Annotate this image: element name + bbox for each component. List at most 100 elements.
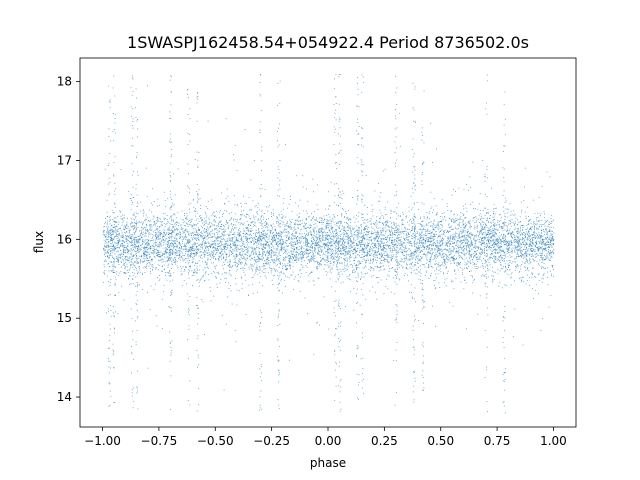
data-point [312, 252, 314, 253]
data-point [132, 244, 134, 246]
data-point [290, 268, 291, 269]
data-point [346, 247, 348, 249]
data-point [112, 343, 114, 345]
data-point [280, 242, 282, 243]
data-point [135, 227, 137, 229]
data-point [277, 317, 279, 319]
data-point [287, 246, 288, 247]
data-point [279, 272, 281, 273]
data-point [179, 243, 181, 245]
data-point [421, 174, 423, 175]
data-point [297, 252, 299, 253]
data-point [140, 210, 141, 212]
data-point [494, 262, 496, 264]
data-point [187, 250, 189, 252]
data-point [137, 316, 139, 317]
data-point [182, 260, 184, 262]
data-point [316, 204, 318, 206]
data-point [435, 245, 436, 247]
data-point [121, 258, 123, 260]
data-point [281, 246, 283, 248]
data-point [258, 218, 260, 220]
data-point [414, 230, 415, 232]
data-point [247, 250, 249, 252]
data-point [390, 213, 392, 214]
data-point [376, 220, 377, 221]
data-point [541, 254, 543, 256]
data-point [139, 234, 141, 236]
data-point [342, 242, 343, 244]
data-point [236, 205, 238, 207]
data-point [264, 239, 266, 241]
data-point [110, 227, 112, 229]
data-point [303, 232, 305, 234]
data-point [218, 273, 220, 275]
data-point [201, 248, 203, 250]
data-point [133, 171, 134, 172]
data-point [490, 253, 492, 255]
data-point [367, 228, 369, 230]
data-point [302, 226, 304, 227]
data-point [521, 264, 523, 266]
data-point [241, 222, 243, 224]
data-point [301, 223, 303, 224]
data-point [154, 251, 156, 253]
data-point [421, 237, 423, 239]
data-point [211, 243, 213, 245]
data-point [202, 261, 204, 263]
data-point [326, 238, 328, 240]
data-point [414, 241, 415, 243]
data-point [241, 215, 242, 217]
data-point [235, 227, 237, 229]
data-point [531, 256, 532, 257]
data-point [369, 246, 371, 248]
data-point [119, 211, 121, 213]
data-point [349, 245, 351, 247]
data-point [157, 231, 159, 233]
data-point [497, 245, 499, 247]
data-point [264, 268, 266, 270]
data-point [421, 287, 423, 289]
data-point [331, 241, 333, 243]
data-point [153, 250, 155, 252]
data-point [285, 275, 286, 277]
data-point [491, 228, 493, 229]
data-point [493, 226, 495, 228]
data-point [513, 239, 515, 241]
data-point [326, 237, 328, 239]
data-point [421, 264, 423, 266]
data-point [312, 247, 314, 248]
data-point [278, 213, 280, 215]
data-point [319, 238, 321, 240]
data-point [522, 233, 524, 235]
data-point [196, 349, 198, 351]
data-point [329, 265, 331, 267]
data-point [302, 210, 304, 212]
data-point [533, 260, 535, 262]
data-point [380, 261, 381, 263]
data-point [290, 241, 291, 243]
data-point [119, 232, 120, 234]
data-point [328, 245, 329, 246]
data-point [345, 232, 347, 234]
data-point [420, 217, 421, 219]
data-point [411, 238, 413, 240]
data-point [325, 271, 327, 272]
data-point [548, 253, 550, 255]
data-point [532, 267, 534, 269]
data-point [347, 235, 349, 236]
data-point [221, 238, 223, 240]
data-point [521, 250, 523, 252]
data-point [423, 252, 425, 254]
data-point [141, 244, 143, 245]
data-point [415, 225, 416, 227]
data-point [514, 223, 516, 224]
data-point [512, 210, 514, 212]
data-point [410, 256, 412, 257]
data-point [434, 255, 436, 257]
data-point [389, 245, 391, 247]
data-point [251, 240, 253, 242]
data-point [333, 202, 335, 204]
data-point [435, 205, 437, 207]
data-point [137, 246, 139, 247]
